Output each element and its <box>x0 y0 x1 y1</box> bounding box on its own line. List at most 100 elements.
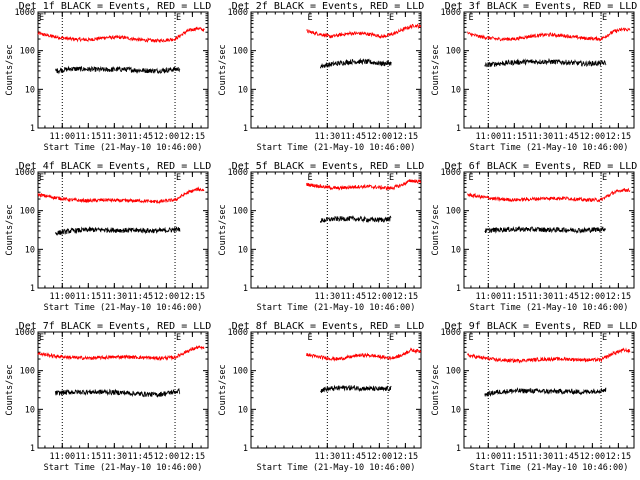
y-tick-label: 10 <box>451 405 461 415</box>
event-marker-label: E <box>176 173 181 183</box>
y-axis-label: Counts/sec <box>218 44 228 95</box>
events-series-line <box>484 225 607 234</box>
y-tick-label: 1 <box>243 124 248 134</box>
lld-series-line <box>306 347 422 362</box>
x-axis-label: Start Time (21-May-10 10:46:00) <box>44 143 203 153</box>
y-tick-label: 10 <box>451 245 461 255</box>
x-tick-label: 11:30 <box>528 292 554 302</box>
x-tick-label: 11:30 <box>315 132 341 142</box>
x-axis-label: Start Time (21-May-10 10:46:00) <box>44 463 203 473</box>
events-series-line <box>320 215 392 224</box>
x-tick-label: 12:15 <box>393 452 419 462</box>
x-axis-label: Start Time (21-May-10 10:46:00) <box>257 143 416 153</box>
plot-frame <box>37 11 209 129</box>
x-tick-label: 12:00 <box>367 132 393 142</box>
panel-title: Det 6f BLACK = Events, RED = LLD <box>445 161 638 172</box>
y-tick-label: 1 <box>456 124 461 134</box>
y-tick-label: 100 <box>233 367 248 377</box>
y-tick-label: 10 <box>238 405 248 415</box>
y-tick-label: 100 <box>20 207 35 217</box>
y-tick-label: 100 <box>233 207 248 217</box>
x-axis-label: Start Time (21-May-10 10:46:00) <box>257 463 416 473</box>
y-tick-label: 1 <box>243 284 248 294</box>
x-tick-label: 11:45 <box>554 452 580 462</box>
event-marker-label: E <box>39 13 44 23</box>
y-axis-label: Counts/sec <box>5 364 15 415</box>
panel-det-4: Det 4f BLACK = Events, RED = LLD 1 10 100 10… <box>5 161 211 313</box>
x-tick-label: 11:45 <box>128 292 154 302</box>
y-tick-label: 1000 <box>228 168 248 178</box>
panel-det-8: Det 8f BLACK = Events, RED = LLD 1 10 100 10… <box>218 321 424 473</box>
panel-title: Det 5f BLACK = Events, RED = LLD <box>232 161 425 172</box>
x-axis-label: Start Time (21-May-10 10:46:00) <box>470 143 629 153</box>
panel-det-3: Det 3f BLACK = Events, RED = LLD 1 10 100 10… <box>431 1 637 153</box>
lld-series-line <box>37 186 205 205</box>
x-tick-label: 12:00 <box>154 452 180 462</box>
y-tick-label: 10 <box>238 245 248 255</box>
panel-det-1: Det 1f BLACK = Events, RED = LLD 1 10 100 10… <box>5 1 211 153</box>
x-tick-label: 12:15 <box>606 452 632 462</box>
plot-frame <box>463 331 635 449</box>
x-axis-label: Start Time (21-May-10 10:46:00) <box>470 463 629 473</box>
x-tick-label: 11:30 <box>102 292 128 302</box>
y-tick-label: 100 <box>20 367 35 377</box>
event-marker-label: E <box>176 333 181 343</box>
x-tick-label: 12:00 <box>580 452 606 462</box>
panel-title: Det 9f BLACK = Events, RED = LLD <box>445 321 638 332</box>
panel-title: Det 4f BLACK = Events, RED = LLD <box>19 161 212 172</box>
x-tick-label: 11:00 <box>475 132 501 142</box>
events-series-line <box>54 226 181 236</box>
x-tick-label: 11:15 <box>76 132 102 142</box>
x-tick-label: 11:30 <box>315 452 341 462</box>
events-series-line <box>484 387 607 397</box>
event-marker-label: E <box>468 173 473 183</box>
y-axis-label: Counts/sec <box>5 44 15 95</box>
panel-title: Det 1f BLACK = Events, RED = LLD <box>19 1 212 12</box>
event-marker-label: E <box>176 13 181 23</box>
panel-det-7: Det 7f BLACK = Events, RED = LLD 1 10 100 10… <box>5 321 211 473</box>
y-tick-label: 1000 <box>15 328 35 338</box>
plot-frame <box>250 331 422 449</box>
event-marker-label: E <box>39 333 44 343</box>
y-tick-label: 1 <box>30 284 35 294</box>
events-series-line <box>55 65 181 75</box>
lld-series-line <box>467 347 631 364</box>
y-tick-label: 1 <box>456 444 461 454</box>
event-marker-label: E <box>602 173 607 183</box>
x-tick-label: 11:45 <box>341 452 367 462</box>
y-tick-label: 1000 <box>228 8 248 18</box>
y-tick-label: 100 <box>233 47 248 57</box>
panel-title: Det 8f BLACK = Events, RED = LLD <box>232 321 425 332</box>
x-tick-label: 12:15 <box>180 452 206 462</box>
x-tick-label: 11:15 <box>76 452 102 462</box>
lld-series-line <box>306 23 422 40</box>
y-tick-label: 1000 <box>441 328 461 338</box>
x-tick-label: 12:15 <box>606 132 632 142</box>
x-axis-label: Start Time (21-May-10 10:46:00) <box>44 303 203 313</box>
event-marker-label: E <box>389 173 394 183</box>
x-tick-label: 11:15 <box>502 452 528 462</box>
plot-frame <box>250 11 422 129</box>
x-tick-label: 12:00 <box>580 132 606 142</box>
y-axis-label: Counts/sec <box>218 364 228 415</box>
x-tick-label: 11:00 <box>49 292 75 302</box>
events-series-line <box>54 387 181 398</box>
panel-title: Det 7f BLACK = Events, RED = LLD <box>19 321 212 332</box>
event-marker-label: E <box>308 173 313 183</box>
x-tick-label: 12:00 <box>154 132 180 142</box>
y-tick-label: 10 <box>25 85 35 95</box>
x-tick-label: 12:00 <box>154 292 180 302</box>
y-tick-label: 1 <box>243 444 248 454</box>
x-axis-label: Start Time (21-May-10 10:46:00) <box>257 303 416 313</box>
events-series-line <box>320 384 392 394</box>
x-tick-label: 12:15 <box>606 292 632 302</box>
x-tick-label: 12:15 <box>180 292 206 302</box>
events-series-line <box>320 57 392 69</box>
x-tick-label: 12:00 <box>367 292 393 302</box>
event-marker-label: E <box>39 173 44 183</box>
event-marker-label: E <box>389 333 394 343</box>
x-tick-label: 11:00 <box>475 452 501 462</box>
x-tick-label: 11:00 <box>475 292 501 302</box>
y-tick-label: 1 <box>30 444 35 454</box>
